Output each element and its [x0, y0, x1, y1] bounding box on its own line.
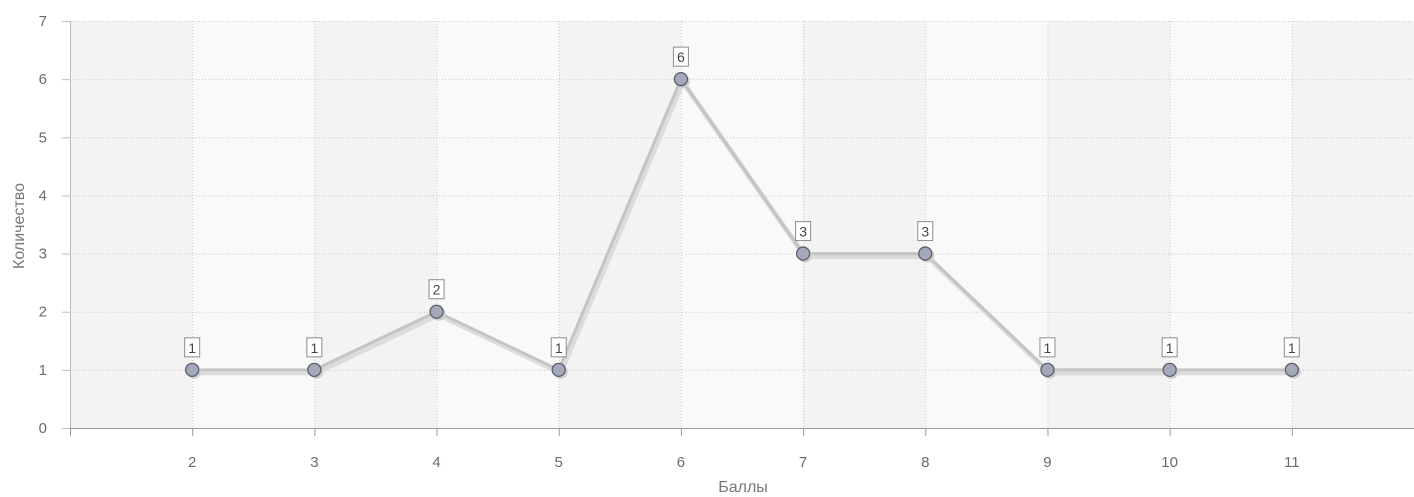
plot-band [70, 21, 193, 428]
data-label: 1 [1166, 340, 1174, 356]
x-tick-label: 6 [677, 454, 685, 471]
data-label-frame [672, 46, 689, 67]
axes [62, 21, 1414, 436]
data-label-box: 1 [1283, 337, 1300, 358]
x-tick-label: 5 [555, 454, 563, 471]
y-tick-label: 3 [39, 246, 47, 263]
data-label-frame [306, 337, 323, 358]
data-label-box: 1 [1039, 337, 1056, 358]
plot-band [1291, 21, 1414, 428]
data-label: 1 [1288, 340, 1296, 356]
plot-band [192, 21, 315, 428]
data-point [429, 304, 444, 319]
x-tick-label: 7 [799, 454, 807, 471]
data-label-box: 1 [184, 337, 201, 358]
x-tick-label: 2 [188, 454, 196, 471]
data-label: 1 [188, 340, 196, 356]
data-label: 1 [1044, 340, 1052, 356]
data-point [551, 362, 566, 378]
plot-band [436, 21, 559, 428]
data-label-frame [917, 221, 934, 242]
data-point [307, 362, 322, 378]
data-point [1040, 362, 1055, 378]
data-point [795, 246, 811, 261]
data-label-box: 1 [1161, 337, 1178, 358]
y-tick-label: 0 [39, 420, 47, 437]
x-tick-label: 3 [310, 454, 318, 471]
grid-lines [70, 21, 1414, 428]
data-label: 1 [310, 340, 318, 356]
data-label-frame [184, 337, 201, 358]
series-line [192, 77, 1292, 372]
data-point [1284, 362, 1299, 378]
plot-band [925, 21, 1048, 428]
data-point [1162, 362, 1177, 378]
x-axis-title: Баллы [718, 479, 768, 496]
plot-band [1169, 21, 1292, 428]
data-label-frame [550, 337, 567, 358]
data-label: 3 [799, 224, 807, 240]
y-tick-label: 4 [39, 187, 47, 204]
data-point [673, 71, 689, 87]
data-point [918, 246, 933, 261]
y-axis-title: Количество [11, 183, 28, 269]
data-label-box: 6 [672, 46, 689, 67]
x-tick-label: 10 [1161, 454, 1178, 471]
plot-band [1047, 21, 1170, 428]
data-label-frame [1039, 337, 1056, 358]
y-tick-label: 1 [39, 362, 47, 379]
plot-background-bands [70, 21, 1414, 428]
data-label-frame [795, 221, 812, 242]
data-label: 1 [555, 340, 563, 356]
data-label: 2 [433, 282, 441, 298]
x-tick-label: 4 [432, 454, 440, 471]
data-label: 3 [921, 224, 929, 240]
y-tick-label: 6 [39, 71, 47, 88]
plot-band [803, 21, 926, 428]
data-label-box: 1 [550, 337, 567, 358]
data-label-frame [1161, 337, 1178, 358]
data-label-box: 1 [306, 337, 323, 358]
x-tick-label: 11 [1284, 454, 1300, 471]
y-tick-label: 5 [39, 129, 47, 146]
series-markers [185, 71, 1301, 379]
data-label-frame [428, 279, 445, 300]
data-labels: 1 1 2 1 6 3 3 1 1 1 [184, 46, 1300, 358]
data-label-box: 3 [795, 221, 812, 242]
data-label-box: 2 [428, 279, 445, 300]
x-tick-label: 9 [1043, 454, 1051, 471]
y-tick-label: 7 [39, 13, 47, 30]
data-label-box: 3 [917, 221, 934, 242]
x-tick-label: 8 [921, 454, 929, 471]
data-label-frame [1283, 337, 1300, 358]
y-tick-label: 2 [39, 304, 47, 321]
series-line [192, 77, 1294, 376]
data-point [185, 362, 200, 378]
data-label: 6 [677, 49, 685, 65]
